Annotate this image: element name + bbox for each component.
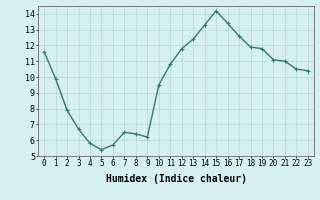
X-axis label: Humidex (Indice chaleur): Humidex (Indice chaleur) [106,174,246,184]
